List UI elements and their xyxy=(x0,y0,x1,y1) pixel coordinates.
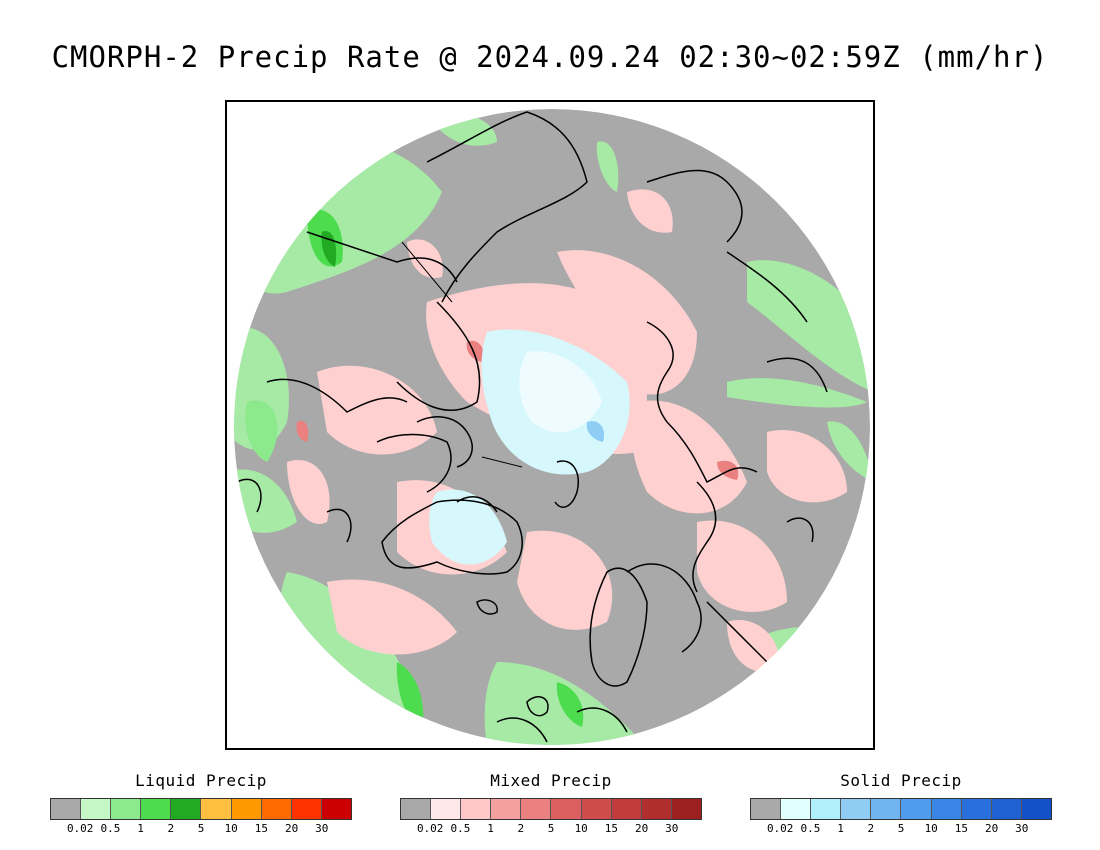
legend-swatch xyxy=(991,799,1022,819)
legend-tick-label: 30 xyxy=(315,822,329,835)
legend-tick-label: 20 xyxy=(634,822,649,835)
legend-tick-label: 5 xyxy=(547,822,555,835)
legend-tick-label: 1 xyxy=(487,822,494,835)
polar-map xyxy=(225,100,875,750)
legend-swatch xyxy=(521,799,552,819)
legend-tick-label: 0.02 xyxy=(766,822,794,835)
legend-tick-label: 20 xyxy=(284,822,299,835)
solid-precip-areas xyxy=(429,329,630,565)
legend-tick-label: 0.5 xyxy=(450,822,471,835)
legend-swatch xyxy=(321,799,351,819)
legend-swatch xyxy=(141,799,172,819)
legend-tick-label: 0.02 xyxy=(416,822,444,835)
legend-tick-label: 1 xyxy=(837,822,844,835)
map-title: CMORPH-2 Precip Rate @ 2024.09.24 02:30~… xyxy=(51,40,1049,74)
legend-swatch xyxy=(461,799,492,819)
legend-colorbar xyxy=(400,798,702,820)
legend-swatch xyxy=(781,799,812,819)
legend-swatch xyxy=(231,799,262,819)
legend-swatch xyxy=(901,799,932,819)
legend-swatch xyxy=(581,799,612,819)
legend-swatch xyxy=(841,799,872,819)
legend-title: Solid Precip xyxy=(840,771,962,790)
legend-solid: Solid Precip 0.02 0.5 1 2 5 10 15 20 30 xyxy=(750,770,1052,836)
legend-title: Mixed Precip xyxy=(490,771,612,790)
legend-tick-label: 15 xyxy=(604,822,619,835)
legend-tick-label: 1 xyxy=(137,822,144,835)
legend-tick-label: 2 xyxy=(517,822,525,835)
legend-tick-label: 10 xyxy=(224,822,238,835)
legend-tick-label: 15 xyxy=(254,822,269,835)
legend-ticks: 0.02 0.5 1 2 5 10 15 20 30 xyxy=(750,822,1052,836)
legend-swatch xyxy=(491,799,522,819)
legend-swatch xyxy=(171,799,202,819)
boundary-line xyxy=(401,241,453,303)
legend-swatch xyxy=(401,799,432,819)
legend-swatch xyxy=(811,799,842,819)
legend-swatch xyxy=(961,799,992,819)
legend-tick-label: 30 xyxy=(665,822,679,835)
legend-swatch xyxy=(261,799,292,819)
legend-mixed: Mixed Precip 0.02 0.5 1 2 5 10 15 20 30 xyxy=(400,770,702,836)
legend-swatch xyxy=(291,799,322,819)
legend-swatch xyxy=(111,799,142,819)
legend-title: Liquid Precip xyxy=(135,771,267,790)
legend-swatch xyxy=(551,799,582,819)
legend-tick-label: 2 xyxy=(167,822,175,835)
legend-ticks: 0.02 0.5 1 2 5 10 15 20 30 xyxy=(50,822,352,836)
legend-tick-label: 10 xyxy=(924,822,938,835)
boundary-line xyxy=(481,456,523,468)
legend-swatch xyxy=(611,799,642,819)
legend-swatch xyxy=(1021,799,1051,819)
legend-swatch xyxy=(431,799,462,819)
legend-colorbar xyxy=(50,798,352,820)
legend-swatch xyxy=(871,799,902,819)
legend-swatch xyxy=(51,799,82,819)
legend-tick-label: 0.02 xyxy=(66,822,94,835)
legend-swatch xyxy=(201,799,232,819)
legend-liquid: Liquid Precip 0.02 0.5 1 2 5 10 15 20 30 xyxy=(50,770,352,836)
legend-swatch xyxy=(751,799,782,819)
legend-tick-label: 0.5 xyxy=(800,822,821,835)
legend-tick-label: 10 xyxy=(574,822,588,835)
legend-colorbar xyxy=(750,798,1052,820)
legend-swatch xyxy=(641,799,672,819)
legend-swatch xyxy=(81,799,112,819)
legend-swatch xyxy=(931,799,962,819)
legend-swatch xyxy=(671,799,701,819)
legend-tick-label: 15 xyxy=(954,822,969,835)
map-svg xyxy=(227,102,873,748)
legend-tick-label: 2 xyxy=(867,822,875,835)
legend-tick-label: 20 xyxy=(984,822,999,835)
legend-tick-label: 0.5 xyxy=(100,822,121,835)
legend-tick-label: 5 xyxy=(897,822,905,835)
legend-ticks: 0.02 0.5 1 2 5 10 15 20 30 xyxy=(400,822,702,836)
legend-tick-label: 30 xyxy=(1015,822,1029,835)
legend-tick-label: 5 xyxy=(197,822,205,835)
coastlines xyxy=(236,111,828,743)
